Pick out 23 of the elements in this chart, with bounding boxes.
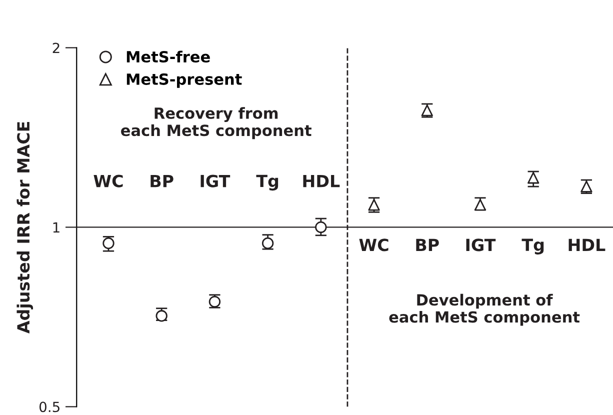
y-tick-label: 2 bbox=[52, 42, 60, 53]
y-tick-label: 0.5 bbox=[39, 402, 60, 412]
point bbox=[262, 237, 274, 250]
point bbox=[156, 310, 168, 322]
y-axis-title: Adjusted IRR for MACE bbox=[16, 122, 34, 334]
legend-label: MetS-free bbox=[126, 50, 210, 63]
annotation: Development of each MetS component bbox=[389, 294, 580, 326]
x-tick-label: WC bbox=[94, 174, 123, 188]
annotation: Recovery from each MetS component bbox=[121, 107, 312, 140]
x-tick-label: IGT bbox=[200, 174, 230, 188]
y-tick-label: 1 bbox=[53, 222, 60, 232]
x-tick-label: BP bbox=[150, 174, 174, 188]
point bbox=[527, 172, 540, 184]
point bbox=[315, 221, 327, 234]
x-tick-label: Tg bbox=[256, 174, 278, 191]
x-tick-label: BP bbox=[416, 238, 439, 251]
x-tick-label: IGT bbox=[466, 238, 496, 252]
x-tick-label: Tg bbox=[522, 238, 544, 254]
legend-label: MetS-present bbox=[126, 73, 242, 88]
point bbox=[102, 237, 114, 250]
x-tick-label: WC bbox=[359, 238, 388, 252]
x-tick-label: HDL bbox=[303, 174, 340, 188]
x-tick-label: HDL bbox=[568, 238, 606, 251]
